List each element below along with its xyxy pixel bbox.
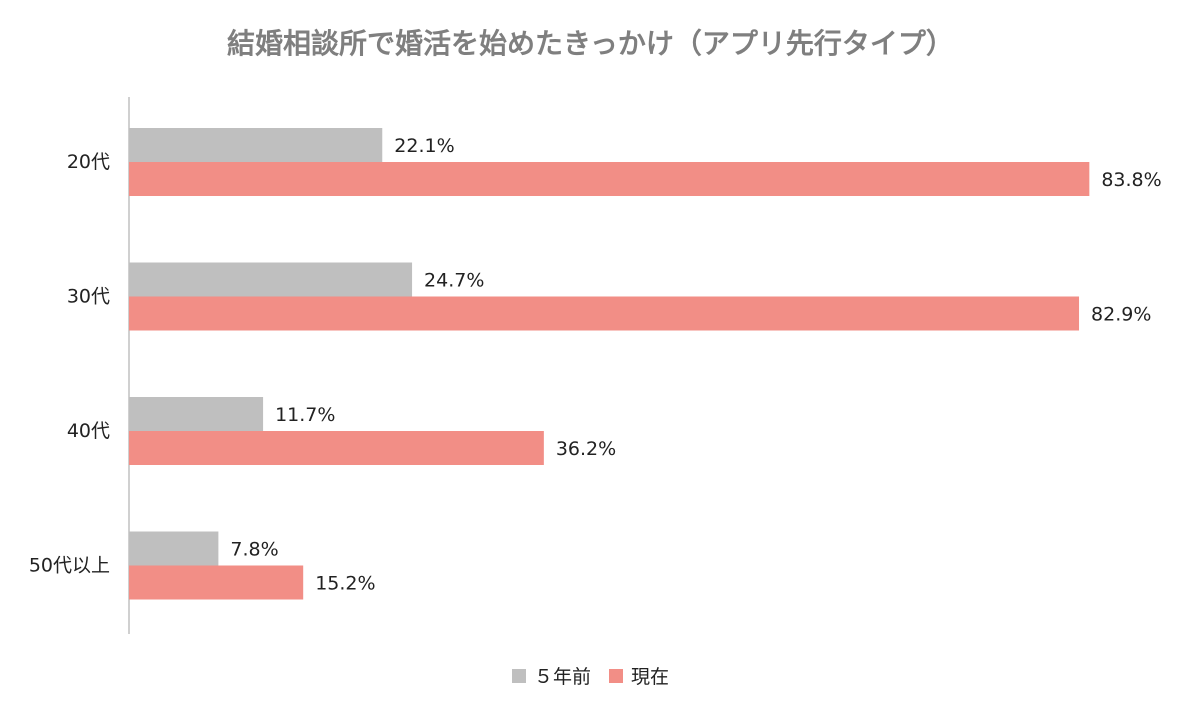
bar-five-years-ago xyxy=(129,397,264,431)
legend-item-current: 現在 xyxy=(609,662,669,689)
bar-five-years-ago xyxy=(129,128,383,162)
legend-item-five-years-ago: ５年前 xyxy=(511,662,591,689)
legend-swatch-current xyxy=(609,668,623,683)
data-label: 82.9% xyxy=(1091,304,1151,326)
legend-swatch-five-years-ago xyxy=(511,668,526,683)
category-label: 40代 xyxy=(67,420,110,442)
data-label: 24.7% xyxy=(424,270,484,292)
data-label: 22.1% xyxy=(394,135,454,157)
category-label: 30代 xyxy=(67,286,110,308)
category-label: 20代 xyxy=(67,151,110,173)
data-label: 7.8% xyxy=(230,539,278,561)
legend: ５年前 現在 xyxy=(0,662,1181,689)
bar-current xyxy=(129,431,544,465)
legend-label-five-years-ago: ５年前 xyxy=(533,666,591,688)
bar-five-years-ago xyxy=(129,262,413,297)
chart-title: 結婚相談所で婚活を始めたきっかけ（アプリ先行タイプ） xyxy=(227,27,954,60)
bar-current xyxy=(129,565,304,600)
bar-current xyxy=(129,162,1090,196)
data-label: 83.8% xyxy=(1101,169,1161,191)
bar-five-years-ago xyxy=(129,531,219,566)
data-label: 36.2% xyxy=(556,438,616,460)
legend-label-current: 現在 xyxy=(631,666,670,688)
data-label: 11.7% xyxy=(275,404,335,426)
data-label: 15.2% xyxy=(315,573,375,595)
category-label: 50代以上 xyxy=(29,555,110,577)
bar-current xyxy=(129,296,1080,331)
